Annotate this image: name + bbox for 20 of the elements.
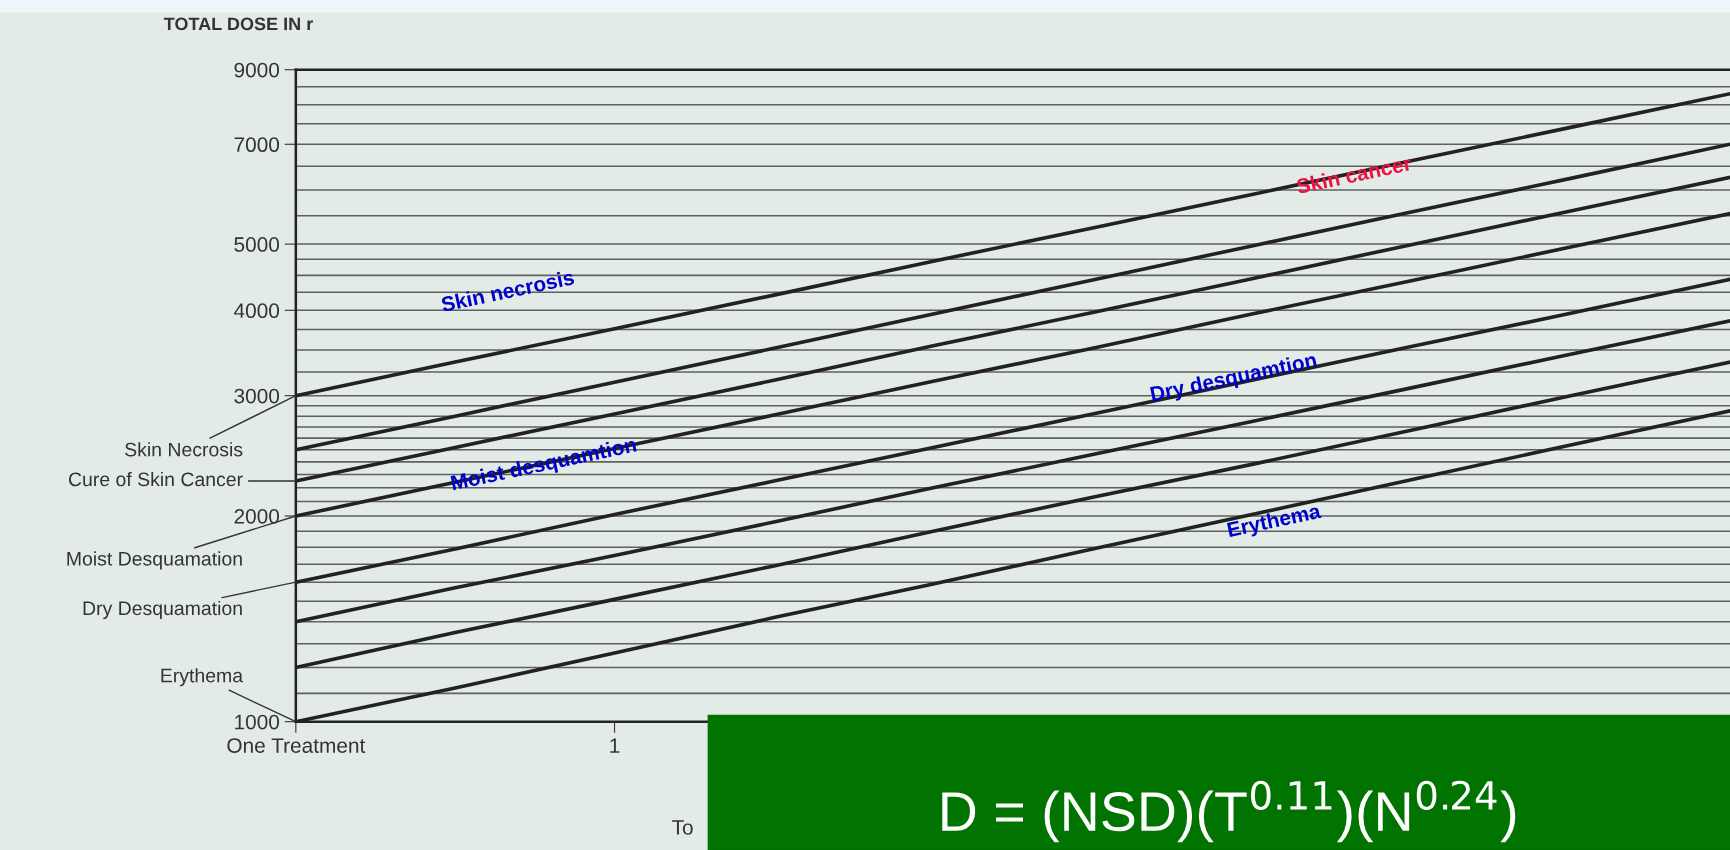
y-tick-label: 4000 [234,303,280,319]
y-tick-label: 7000 [234,137,280,153]
annotation: Skin necrosis [440,269,575,313]
x-tick-label: One Treatment [227,738,366,753]
y-tick-label: 9000 [234,62,280,78]
x-axis-title: To [672,820,693,835]
text: Cure of Skin Cancer [68,471,243,487]
text: D = (NSD)(T$^{0.11}$)(N$^{0.24}$) [942,780,1516,843]
y-tick-label: 2000 [234,508,280,524]
text: Dry Desquamation [83,600,242,620]
x-tick-label: 1 [610,738,620,753]
y-tick-label: 3000 [234,388,280,404]
y-axis-title: TOTAL DOSE IN r [163,17,313,31]
text: Skin Necrosis [125,442,243,457]
y-tick-label: 5000 [234,237,280,252]
y-tick-label: 1000 [235,714,280,730]
text: Moist Desquamation [67,551,242,570]
annotation: Erythema [1226,502,1323,542]
text: Erythema [161,668,244,687]
annotation: Skin cancer [1295,155,1413,195]
